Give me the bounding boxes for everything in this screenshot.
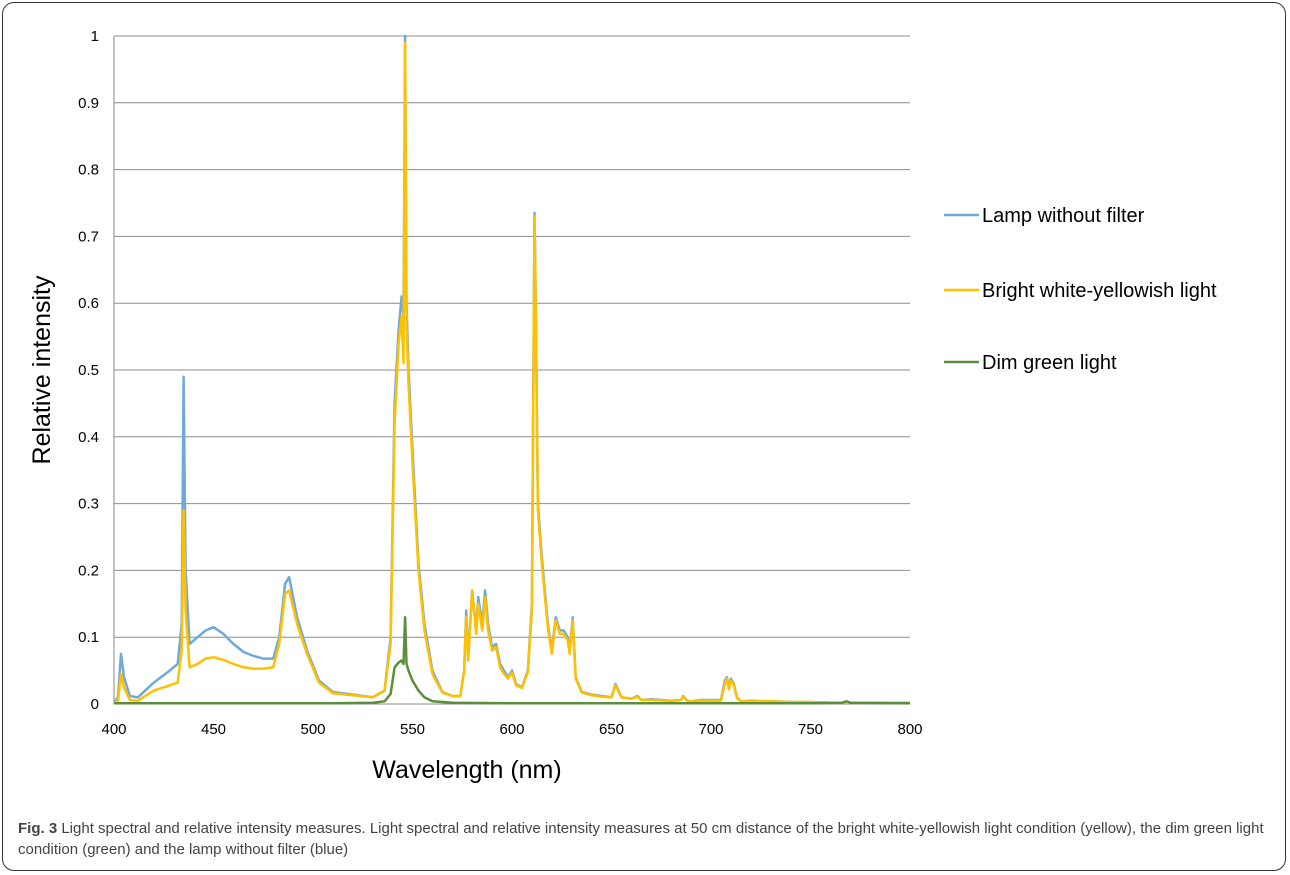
legend-label-2: Dim green light <box>982 352 1117 374</box>
y-tick-label: 1 <box>91 28 99 45</box>
x-tick-labels: 400 450 500 550 600 650 700 750 800 <box>101 721 922 738</box>
series-line-2 <box>114 615 911 705</box>
grid-lines <box>114 35 910 705</box>
y-tick-label: 0.3 <box>78 496 99 513</box>
legend: Lamp without filter Bright white-yellowis… <box>944 205 1217 374</box>
series-line-1 <box>113 41 910 705</box>
x-tick-label: 750 <box>798 721 823 738</box>
x-tick-label: 400 <box>101 721 126 738</box>
y-tick-label: 0.2 <box>78 562 99 579</box>
y-tick-label: 0.6 <box>78 295 99 312</box>
y-tick-label: 0.1 <box>78 629 99 646</box>
x-tick-label: 600 <box>499 721 524 738</box>
figure-label: Fig. 3 <box>18 820 58 837</box>
figure-caption: Fig. 3 Light spectral and relative inten… <box>18 818 1273 860</box>
x-tick-label: 800 <box>897 721 922 738</box>
y-tick-label: 0.9 <box>78 95 99 112</box>
legend-label-1: Bright white-yellowish light <box>982 280 1217 302</box>
x-tick-label: 550 <box>400 721 425 738</box>
series-lines <box>112 34 911 705</box>
x-tick-label: 650 <box>599 721 624 738</box>
x-axis-title: Wavelength (nm) <box>372 756 561 784</box>
y-tick-label: 0.8 <box>78 162 99 179</box>
caption-text: Light spectral and relative intensity me… <box>18 820 1264 858</box>
y-axis-title: Relative intensity <box>28 275 56 464</box>
spectrum-chart: 0 0.1 0.2 0.3 0.4 0.5 0.6 0.7 0.8 0.9 1 400 450 500 5… <box>28 28 1217 784</box>
x-tick-label: 500 <box>300 721 325 738</box>
y-tick-labels: 0 0.1 0.2 0.3 0.4 0.5 0.6 0.7 0.8 0.9 1 <box>78 28 99 713</box>
legend-label-0: Lamp without filter <box>982 205 1145 227</box>
y-tick-label: 0.4 <box>78 429 99 446</box>
y-tick-label: 0.7 <box>78 228 99 245</box>
x-tick-label: 700 <box>698 721 723 738</box>
y-tick-label: 0.5 <box>78 362 99 379</box>
x-tick-label: 450 <box>201 721 226 738</box>
y-tick-label: 0 <box>91 696 99 713</box>
series-line-0 <box>112 34 910 704</box>
